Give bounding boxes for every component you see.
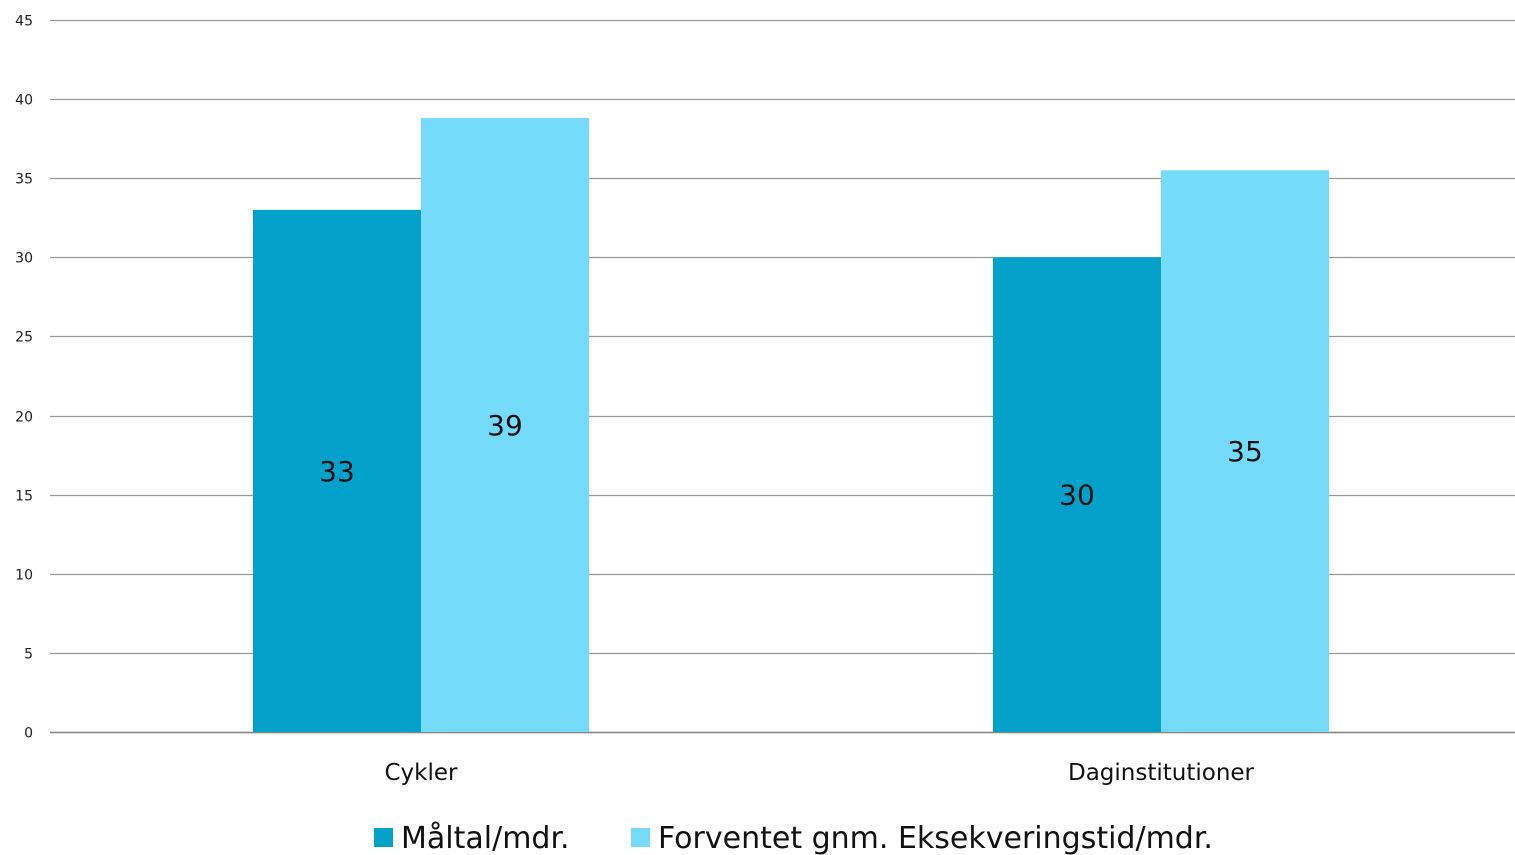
- bar-maaltal-cykler: [253, 209, 421, 732]
- bars: [253, 118, 1329, 733]
- y-tick-label: 45: [15, 14, 33, 30]
- y-tick-label: 25: [15, 330, 33, 346]
- y-tick-label: 40: [15, 93, 33, 109]
- bar-data-label: 39: [487, 409, 523, 442]
- y-tick-label: 20: [15, 410, 33, 426]
- y-tick-label: 30: [15, 251, 33, 267]
- bar-forventet-daginstitutioner: [1161, 170, 1329, 733]
- bar-data-label: 30: [1059, 479, 1095, 512]
- legend: Måltal/mdr. Forventet gnm. Eksekveringsti…: [374, 821, 1213, 855]
- legend-swatch: [631, 828, 650, 847]
- y-tick-label: 15: [15, 489, 33, 505]
- legend-label: Forventet gnm. Eksekveringstid/mdr.: [658, 821, 1213, 855]
- bar-data-labels: 33 39 30 35: [319, 409, 1263, 512]
- x-tick-label: Cykler: [385, 760, 459, 786]
- y-axis-ticks: 0 5 10 15 20 25 30 35 40 45: [15, 14, 33, 742]
- x-axis-ticks: Cykler Daginstitutioner: [385, 760, 1255, 786]
- y-tick-label: 5: [24, 647, 33, 663]
- y-tick-label: 0: [24, 726, 33, 742]
- legend-item-forventet: Forventet gnm. Eksekveringstid/mdr.: [631, 821, 1213, 855]
- bar-data-label: 35: [1227, 435, 1263, 468]
- y-tick-label: 10: [15, 568, 33, 584]
- legend-item-maaltal: Måltal/mdr.: [374, 821, 570, 855]
- legend-label: Måltal/mdr.: [401, 821, 570, 855]
- y-tick-label: 35: [15, 172, 33, 188]
- bar-data-label: 33: [319, 455, 355, 488]
- x-tick-label: Daginstitutioner: [1068, 760, 1255, 786]
- bar-forventet-cykler: [421, 118, 589, 732]
- bar-maaltal-daginstitutioner: [993, 257, 1161, 732]
- legend-swatch: [374, 828, 393, 847]
